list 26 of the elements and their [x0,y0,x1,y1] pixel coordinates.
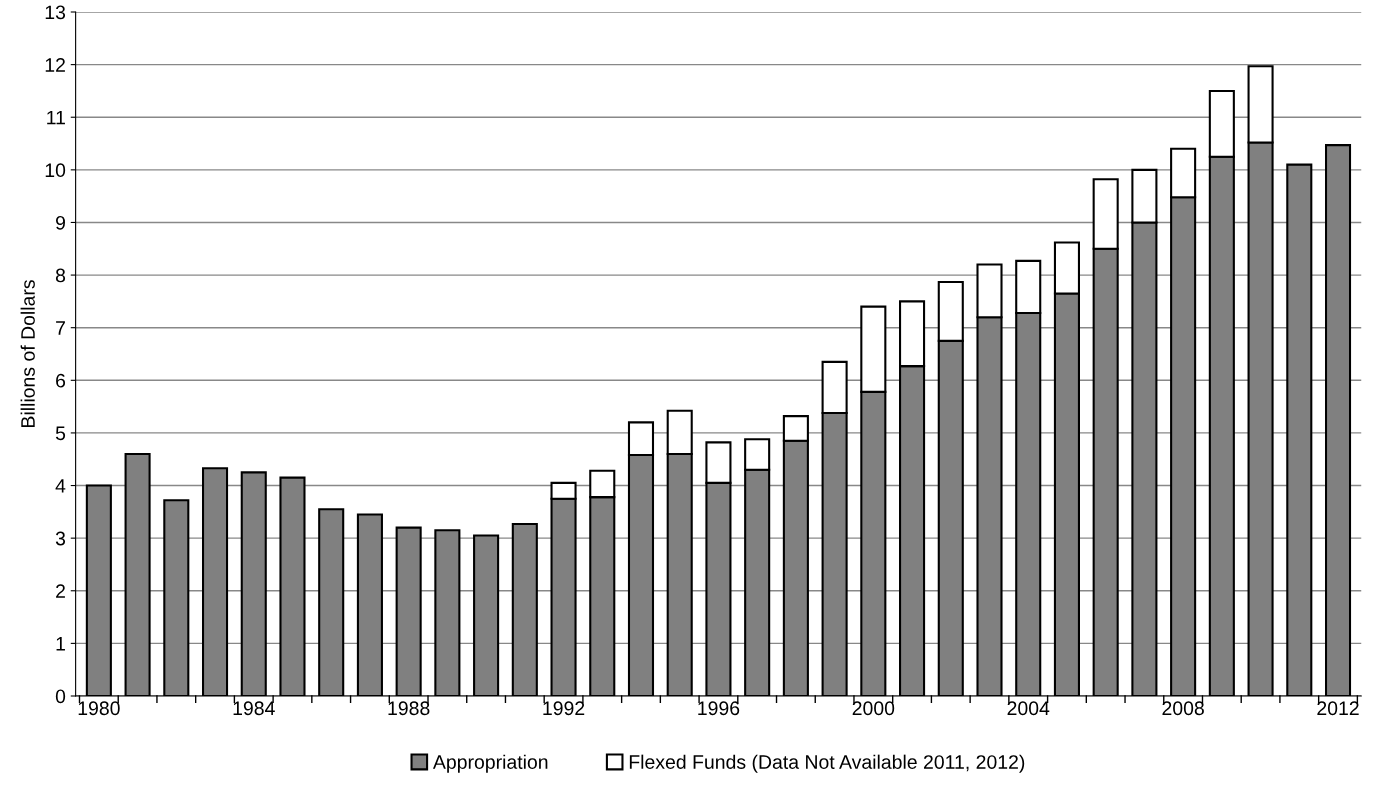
legend-label: Appropriation [432,754,548,773]
y-tick-label: 2 [56,584,65,598]
y-tick-label: 5 [55,426,66,441]
x-tick-label: 1984 [233,701,275,716]
y-tick-label: 12 [45,58,65,72]
y-tick-label: 6 [56,373,66,388]
x-tick-label: 1980 [78,701,120,716]
y-tick-label: 0 [55,689,66,704]
legend-label: Flexed Funds (Data Not Available 2011, 2012) [629,754,1025,773]
x-tick-label: 1996 [698,701,740,716]
x-tick-label: 1988 [388,701,430,716]
x-tick-label: 2012 [1317,701,1359,716]
y-tick-label: 9 [56,215,65,230]
y-tick-label: 11 [47,110,65,125]
y-axis-title: Billions of Dollars [20,280,35,427]
y-tick-label: 3 [55,531,66,546]
x-tick-label: 1992 [543,701,585,716]
x-tick-label: 2004 [1007,701,1050,716]
x-tick-label: 2008 [1162,701,1204,716]
y-tick-label: 10 [45,163,66,178]
y-tick-label: 8 [55,268,66,283]
y-tick-label: 1 [56,637,65,651]
x-tick-label: 2000 [852,701,895,716]
y-tick-label: 7 [56,321,65,335]
y-tick-label: 13 [45,5,66,20]
y-tick-label: 4 [55,479,66,493]
